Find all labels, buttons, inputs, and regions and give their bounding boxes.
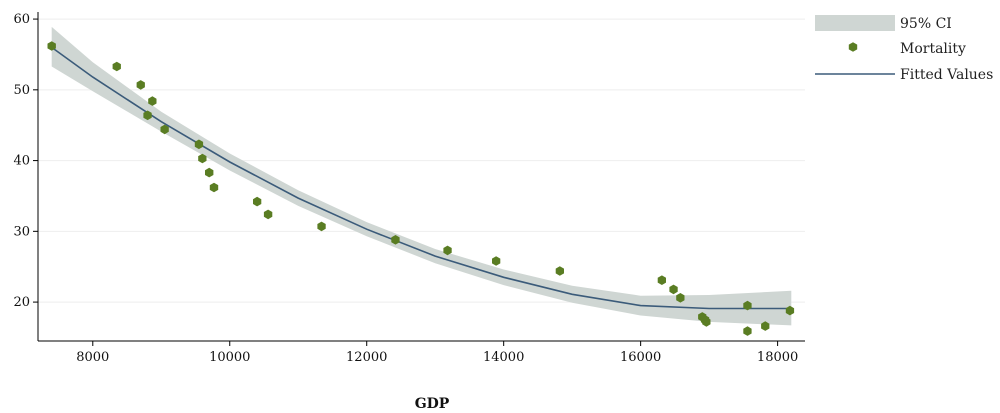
ci-band — [51, 26, 792, 326]
y-tick-label-20: 20 — [13, 295, 30, 310]
legend-label-0: 95% CI — [900, 16, 952, 32]
legend-swatch-ci — [815, 15, 895, 31]
legend: 95% CI Mortality Fitted Values — [815, 15, 993, 83]
data-point-16 — [555, 266, 564, 276]
legend-label-1: Mortality — [900, 41, 966, 57]
x-tick-label-18000: 18000 — [757, 350, 798, 365]
data-point-0 — [47, 41, 56, 51]
data-point-15 — [492, 256, 501, 266]
x-tick-label-14000: 14000 — [483, 350, 524, 365]
data-point-25 — [761, 321, 770, 331]
data-point-11 — [263, 209, 273, 220]
axes — [37, 12, 805, 342]
data-point-19 — [676, 293, 685, 303]
x-tick-label-10000: 10000 — [209, 350, 250, 365]
data-point-23 — [743, 300, 752, 311]
data-point-17 — [657, 275, 666, 285]
data-point-10 — [253, 196, 262, 207]
data-point-2 — [136, 80, 145, 90]
ci-band-group — [51, 26, 792, 326]
data-point-24 — [743, 326, 752, 336]
y-tick-label-50: 50 — [13, 83, 30, 98]
x-ticks: 8000 10000 12000 14000 16000 18000 — [76, 341, 798, 365]
y-tick-label-60: 60 — [13, 12, 30, 27]
data-point-5 — [160, 124, 169, 135]
data-point-4 — [148, 96, 157, 106]
data-point-14 — [443, 245, 452, 256]
data-point-12 — [317, 221, 326, 232]
data-point-22 — [702, 317, 711, 327]
legend-swatch-mortality — [848, 42, 858, 52]
x-axis-title: GDP — [415, 396, 450, 412]
y-tick-label-40: 40 — [13, 154, 30, 169]
data-point-13 — [391, 235, 400, 245]
x-tick-label-12000: 12000 — [346, 350, 387, 365]
data-point-7 — [198, 153, 207, 164]
data-point-3 — [143, 110, 152, 121]
data-point-9 — [209, 182, 219, 193]
data-point-26 — [785, 305, 795, 316]
legend-label-2: Fitted Values — [900, 67, 993, 83]
x-tick-label-8000: 8000 — [76, 350, 109, 365]
y-ticks: 20 30 40 50 60 — [13, 12, 38, 310]
x-tick-label-16000: 16000 — [620, 350, 661, 365]
data-point-6 — [194, 139, 204, 150]
data-point-18 — [669, 284, 678, 295]
data-point-8 — [205, 167, 214, 178]
points-group — [47, 41, 795, 336]
data-point-1 — [112, 61, 121, 72]
y-tick-label-30: 30 — [13, 224, 30, 239]
